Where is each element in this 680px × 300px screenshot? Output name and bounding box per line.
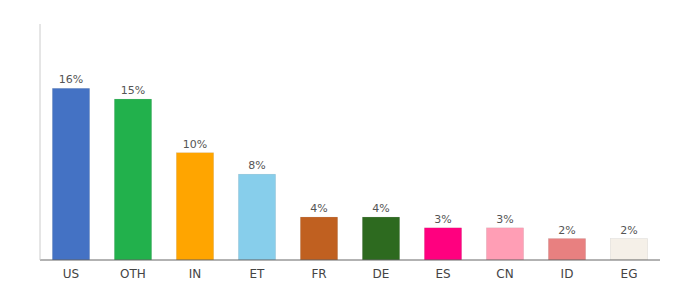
y-axis-line: [40, 24, 41, 260]
data-label: 4%: [310, 202, 327, 215]
data-label: 3%: [434, 213, 451, 226]
data-label: 3%: [496, 213, 513, 226]
bars: [52, 88, 647, 260]
x-tick-label: US: [63, 267, 79, 281]
bar: [300, 217, 337, 260]
data-label: 16%: [59, 73, 83, 86]
data-label: 15%: [121, 84, 145, 97]
bar: [238, 174, 275, 260]
chart-container: US OTH IN ET FR DE ES CN ID EG 16% 15% 10% 8% 4% 4% 3% 3%…: [0, 0, 680, 300]
x-tick-label: ID: [561, 267, 574, 281]
axes: US OTH IN ET FR DE ES CN ID EG: [40, 24, 660, 281]
data-label: 10%: [183, 138, 207, 151]
bar: [176, 153, 213, 260]
bar: [486, 228, 523, 260]
data-label: 2%: [558, 224, 575, 237]
bar: [114, 99, 151, 260]
x-tick-label: DE: [373, 267, 390, 281]
x-tick-label: OTH: [120, 267, 146, 281]
data-labels: 16% 15% 10% 8% 4% 4% 3% 3% 2% 2%: [59, 73, 638, 236]
x-tick-label: EG: [621, 267, 638, 281]
x-tick-label: ET: [250, 267, 266, 281]
bar: [610, 239, 647, 260]
chart: US OTH IN ET FR DE ES CN ID EG 16% 15% 10% 8% 4% 4% 3% 3%…: [0, 0, 680, 300]
data-label: 8%: [248, 159, 265, 172]
data-label: 4%: [372, 202, 389, 215]
x-tick-label: CN: [496, 267, 513, 281]
bar: [548, 239, 585, 260]
x-tick-label: IN: [189, 267, 202, 281]
bar: [52, 88, 89, 260]
x-axis-line: [40, 260, 660, 261]
x-tick-label: ES: [435, 267, 450, 281]
x-tick-label: FR: [311, 267, 326, 281]
bar: [362, 217, 399, 260]
bar: [424, 228, 461, 260]
data-label: 2%: [620, 224, 637, 237]
